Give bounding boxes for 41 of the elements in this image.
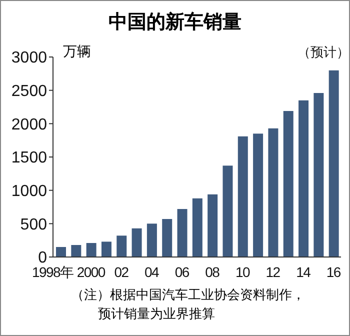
y-tick-label: 2000 xyxy=(11,116,48,134)
annotation: （预计） xyxy=(297,44,350,60)
bar xyxy=(238,136,248,257)
bar xyxy=(56,247,66,257)
x-tick-label: 10 xyxy=(235,264,250,280)
x-tick-label: 2000 xyxy=(76,264,106,280)
x-tick-label: 12 xyxy=(266,264,281,280)
bar xyxy=(222,166,233,257)
y-axis-title: 万辆 xyxy=(63,43,91,61)
x-tick-label: 06 xyxy=(174,264,190,280)
x-tick-label: 04 xyxy=(144,264,160,280)
bar xyxy=(71,245,82,257)
bar xyxy=(177,209,188,257)
bar xyxy=(101,242,112,257)
bar xyxy=(314,93,324,257)
y-tick-label: 1000 xyxy=(11,183,48,200)
x-tick-label: 16 xyxy=(326,264,342,280)
text: （注）根据中国汽车工业协会资料制作， xyxy=(71,286,306,304)
x-tick-label: 14 xyxy=(296,264,312,280)
x-tick-label: 1998年 xyxy=(32,264,74,280)
x-tick-label: 02 xyxy=(114,264,130,280)
bar xyxy=(192,198,202,257)
text: 预计销量为业界推算 xyxy=(97,305,216,323)
bar xyxy=(268,128,278,257)
bar xyxy=(283,111,294,257)
bar xyxy=(132,228,142,257)
bar xyxy=(86,243,96,257)
y-tick-label: 2500 xyxy=(11,83,48,100)
y-tick-label: 3000 xyxy=(11,50,48,67)
bar xyxy=(328,70,339,257)
bar xyxy=(298,100,309,257)
bar xyxy=(253,134,264,257)
y-tick-label: 0 xyxy=(38,250,48,267)
x-tick-label: 08 xyxy=(205,264,220,280)
bar xyxy=(162,219,172,257)
bar xyxy=(208,194,218,257)
chart-title: 中国的新车销量 xyxy=(108,10,242,35)
bar xyxy=(146,224,157,257)
y-tick-label: 1500 xyxy=(11,150,48,167)
bar xyxy=(116,236,127,257)
y-tick-label: 500 xyxy=(20,216,48,234)
